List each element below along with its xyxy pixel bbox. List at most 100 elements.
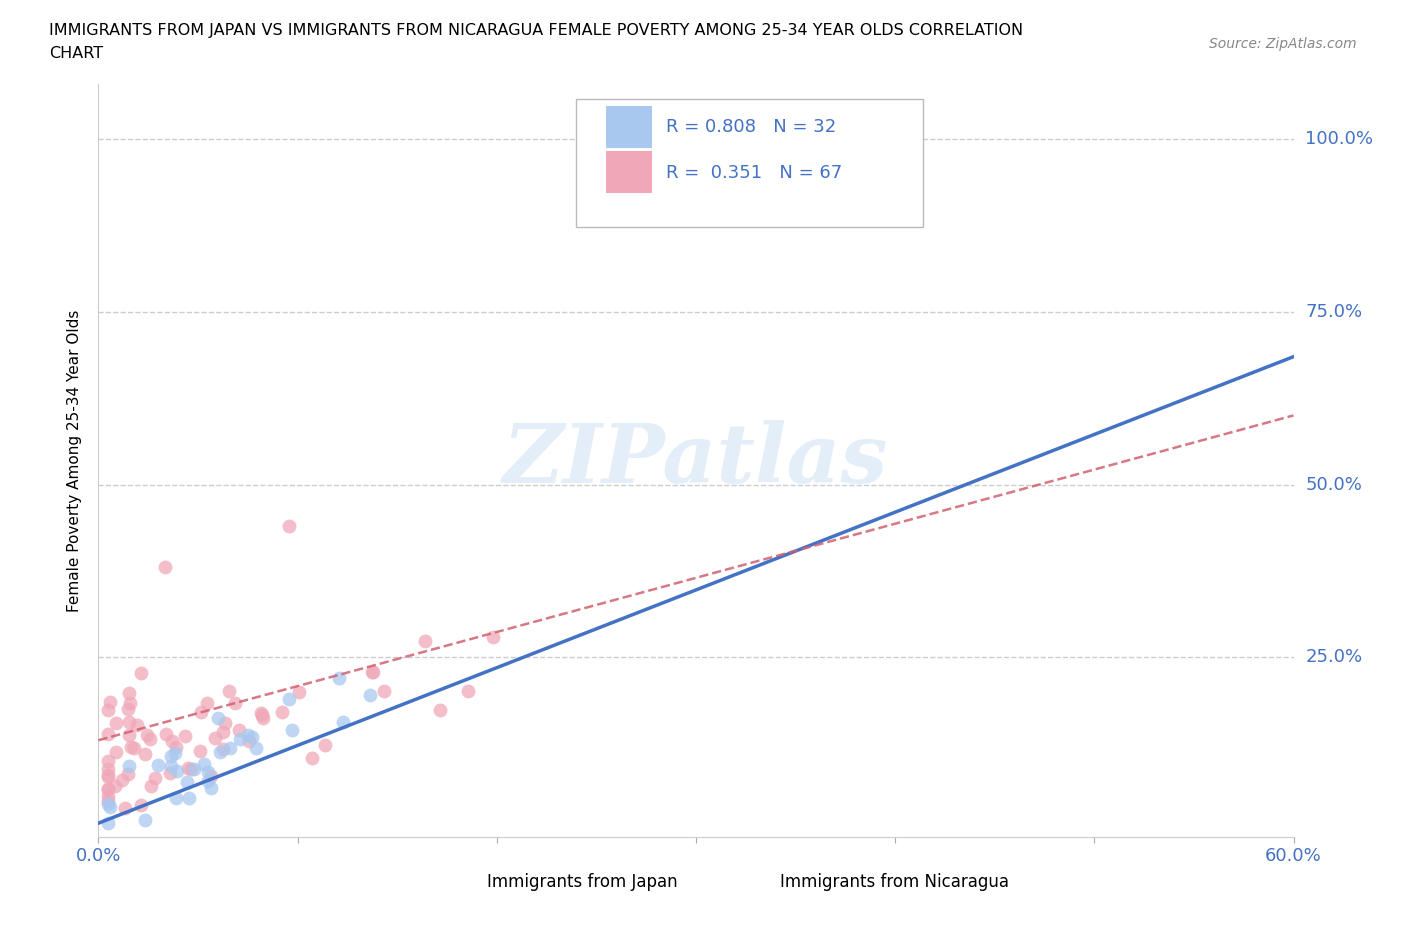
Point <box>134 747 156 762</box>
Point <box>197 774 219 789</box>
Text: 75.0%: 75.0% <box>1306 303 1362 321</box>
Point <box>120 740 142 755</box>
Point <box>271 704 294 719</box>
Bar <box>439 870 475 894</box>
Text: 25.0%: 25.0% <box>1306 648 1362 666</box>
Point <box>120 696 142 711</box>
Point <box>373 684 395 698</box>
Point <box>218 684 240 698</box>
Text: ZIPatlas: ZIPatlas <box>503 420 889 500</box>
Point <box>105 716 128 731</box>
Point <box>174 728 197 743</box>
Point <box>277 519 299 534</box>
Point <box>209 744 232 759</box>
Point <box>200 780 222 795</box>
Point <box>278 692 301 707</box>
Point <box>131 798 153 813</box>
Point <box>249 706 271 721</box>
Point <box>97 797 120 812</box>
Point <box>97 703 120 718</box>
Point <box>332 714 354 729</box>
Point <box>97 767 120 782</box>
Text: 100.0%: 100.0% <box>1306 130 1374 148</box>
Point <box>288 684 311 699</box>
Point <box>361 664 384 679</box>
Point <box>413 633 436 648</box>
Point <box>118 685 141 700</box>
Point <box>314 737 336 752</box>
Point <box>176 774 198 789</box>
FancyBboxPatch shape <box>576 99 922 227</box>
Point <box>111 773 134 788</box>
Point <box>163 745 186 760</box>
Point <box>160 759 183 774</box>
Point <box>224 696 246 711</box>
Bar <box>606 152 652 193</box>
Point <box>100 800 122 815</box>
Point <box>197 764 219 779</box>
Point <box>114 800 136 815</box>
Point <box>457 684 479 698</box>
Point <box>97 726 120 741</box>
Point <box>214 715 236 730</box>
Point <box>238 734 260 749</box>
Point <box>117 701 139 716</box>
Point <box>98 695 121 710</box>
Point <box>118 758 141 773</box>
Point <box>118 714 141 729</box>
Point <box>212 724 235 739</box>
Bar <box>606 106 652 148</box>
Point <box>134 813 156 828</box>
Point <box>183 762 205 777</box>
Point <box>280 723 302 737</box>
Point <box>176 761 198 776</box>
Text: IMMIGRANTS FROM JAPAN VS IMMIGRANTS FROM NICARAGUA FEMALE POVERTY AMONG 25-34 YE: IMMIGRANTS FROM JAPAN VS IMMIGRANTS FROM… <box>49 23 1024 38</box>
Point <box>359 687 381 702</box>
Point <box>429 703 451 718</box>
Point <box>204 730 226 745</box>
Text: Source: ZipAtlas.com: Source: ZipAtlas.com <box>1209 37 1357 51</box>
Point <box>159 765 181 780</box>
Point <box>104 778 127 793</box>
Point <box>250 708 273 723</box>
Point <box>97 754 120 769</box>
Point <box>153 560 176 575</box>
Point <box>190 704 212 719</box>
Point <box>180 761 202 776</box>
Point <box>166 764 188 778</box>
Point <box>129 666 152 681</box>
Point <box>97 761 120 776</box>
Point <box>238 728 260 743</box>
Point <box>146 758 169 773</box>
Point <box>195 696 218 711</box>
Point <box>138 732 160 747</box>
Text: Immigrants from Japan: Immigrants from Japan <box>486 873 678 891</box>
Point <box>97 781 120 796</box>
Point <box>177 790 200 805</box>
Point <box>301 751 323 765</box>
Point <box>218 740 240 755</box>
Point <box>328 671 350 685</box>
Y-axis label: Female Poverty Among 25-34 Year Olds: Female Poverty Among 25-34 Year Olds <box>67 309 83 612</box>
Point <box>200 768 222 783</box>
Text: Immigrants from Nicaragua: Immigrants from Nicaragua <box>779 873 1008 891</box>
Point <box>207 711 229 725</box>
Point <box>117 766 139 781</box>
Point <box>97 793 120 808</box>
Point <box>188 744 211 759</box>
Point <box>122 740 145 755</box>
Point <box>143 771 166 786</box>
Point <box>160 749 183 764</box>
Point <box>127 717 149 732</box>
Point <box>162 733 184 748</box>
Text: R = 0.808   N = 32: R = 0.808 N = 32 <box>666 118 837 137</box>
Text: R =  0.351   N = 67: R = 0.351 N = 67 <box>666 164 842 181</box>
Point <box>97 789 120 804</box>
Point <box>245 740 267 755</box>
Text: 50.0%: 50.0% <box>1306 475 1362 494</box>
Point <box>240 730 263 745</box>
Point <box>361 665 384 680</box>
Bar <box>733 870 768 894</box>
Point <box>97 816 120 830</box>
Point <box>155 726 177 741</box>
